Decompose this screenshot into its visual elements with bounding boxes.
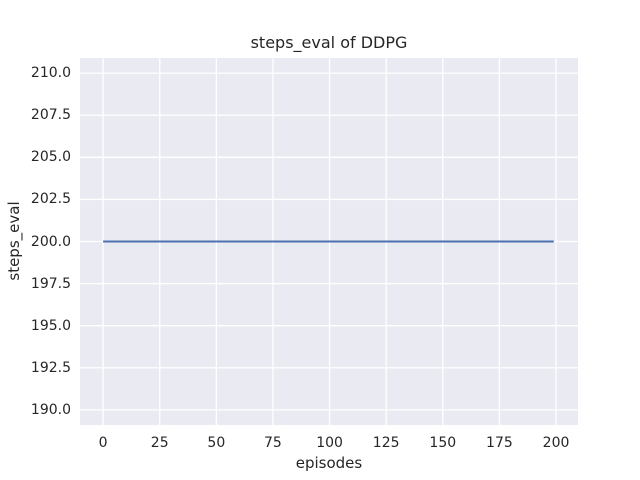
x-tick-label: 175	[486, 435, 513, 451]
y-tick-label: 205.0	[30, 149, 71, 166]
x-tick-label: 0	[98, 435, 108, 451]
x-axis-label: episodes	[295, 454, 363, 472]
y-tick-label: 207.5	[30, 107, 71, 124]
y-tick-label: 190.0	[30, 401, 71, 418]
x-tick-label: 200	[542, 435, 570, 451]
x-tick-label: 75	[264, 435, 282, 451]
chart-canvas	[80, 58, 578, 425]
x-tick-label: 150	[429, 435, 457, 451]
y-tick-label: 195.0	[30, 317, 71, 334]
y-tick-label: 192.5	[30, 359, 71, 376]
x-tick-label: 50	[207, 435, 226, 451]
x-tick-label: 100	[316, 435, 343, 451]
x-tick-label: 125	[372, 435, 400, 451]
plot-area	[80, 58, 578, 425]
x-tick-label: 25	[150, 435, 169, 451]
y-tick-label: 210.0	[30, 65, 71, 82]
y-axis-label: steps_eval	[5, 201, 23, 281]
chart-title: steps_eval of DDPG	[250, 33, 408, 52]
